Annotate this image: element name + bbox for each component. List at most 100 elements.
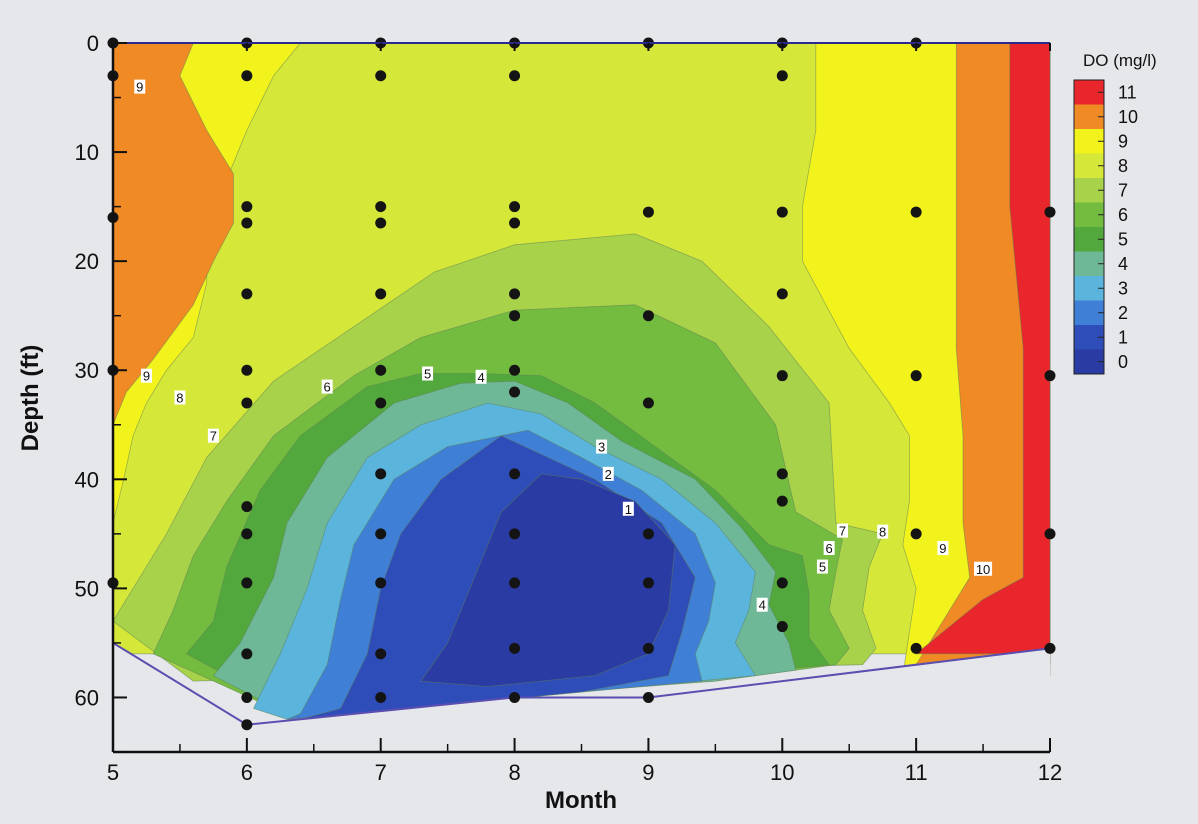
- contour-label: 5: [422, 366, 434, 382]
- contour-label: 4: [475, 369, 487, 385]
- sample-point: [642, 397, 654, 409]
- contour-label-bg: [823, 541, 835, 556]
- sample-point: [241, 217, 253, 229]
- sample-point: [642, 310, 654, 322]
- contour-label-text: 8: [176, 391, 183, 406]
- legend-label: 3: [1118, 278, 1128, 298]
- sample-point: [776, 206, 788, 218]
- contour-label: 10: [974, 561, 993, 577]
- sample-point: [642, 691, 654, 703]
- contour-label: 5: [816, 559, 828, 575]
- contour-label-bg: [134, 79, 146, 94]
- x-tick-label: 11: [905, 760, 928, 785]
- contour-label: 9: [140, 368, 152, 384]
- sample-point: [776, 621, 788, 633]
- contour-label-text: 4: [477, 370, 484, 385]
- sample-point: [509, 468, 521, 480]
- contour-label: 9: [134, 79, 146, 95]
- sample-point: [776, 468, 788, 480]
- sample-point: [241, 719, 253, 731]
- contour-label-bg: [596, 439, 608, 454]
- sample-point: [375, 468, 387, 480]
- legend-label: 7: [1118, 180, 1128, 200]
- contour-label-bg: [974, 561, 993, 576]
- contour-label-text: 7: [210, 429, 217, 444]
- legend-label: 0: [1118, 352, 1128, 372]
- contour-label-bg: [321, 379, 333, 394]
- sample-point: [375, 70, 387, 82]
- sample-point: [1044, 206, 1056, 218]
- sample-point: [509, 217, 521, 229]
- sample-point: [241, 201, 253, 213]
- legend-label: 1: [1118, 327, 1128, 347]
- sample-point: [642, 577, 654, 589]
- contour-label: 4: [756, 597, 768, 613]
- contour-label-bg: [475, 369, 487, 384]
- contour-label-text: 8: [879, 525, 886, 540]
- sample-point: [375, 201, 387, 213]
- x-tick-label: 8: [508, 760, 520, 785]
- x-tick-label: 5: [107, 760, 119, 785]
- contour-regions: [112, 42, 1051, 720]
- sample-point: [241, 70, 253, 82]
- y-tick-label: 30: [75, 358, 99, 383]
- y-tick-label: 40: [75, 467, 99, 492]
- contour-label-bg: [207, 428, 219, 443]
- contour-label: 6: [321, 379, 333, 395]
- contour-label-bg: [622, 501, 634, 516]
- sample-point: [509, 70, 521, 82]
- legend-label: 5: [1118, 229, 1128, 249]
- x-tick-label: 12: [1038, 760, 1062, 785]
- contour-label-text: 6: [826, 541, 833, 556]
- x-tick-label: 10: [770, 760, 794, 785]
- sample-point: [241, 528, 253, 540]
- contour-label-bg: [174, 390, 186, 405]
- contour-label-bg: [756, 597, 768, 612]
- legend-frame: [1073, 79, 1105, 375]
- contour-label-bg: [937, 541, 949, 556]
- sample-point: [375, 364, 387, 376]
- y-tick-label: 60: [75, 685, 99, 710]
- sample-point: [509, 386, 521, 398]
- sample-points: [107, 37, 1056, 731]
- legend-label: 4: [1118, 254, 1128, 274]
- sample-point: [241, 288, 253, 300]
- contour-label: 1: [622, 501, 634, 517]
- contour-label-text: 2: [605, 467, 612, 482]
- x-axis-label: Month: [545, 787, 617, 814]
- sample-point: [509, 288, 521, 300]
- contour-label-text: 5: [819, 560, 826, 575]
- contour-label: 8: [174, 390, 186, 406]
- sample-point: [241, 364, 253, 376]
- contour-label: 7: [207, 428, 219, 444]
- contour-region-11: [914, 42, 1051, 655]
- sample-point: [642, 206, 654, 218]
- contour-label-text: 9: [939, 541, 946, 556]
- contour-label: 2: [602, 466, 614, 482]
- legend-label: 2: [1118, 303, 1128, 323]
- contour-label-bg: [602, 466, 614, 481]
- sample-point: [776, 495, 788, 507]
- sample-point: [776, 288, 788, 300]
- sample-point: [375, 528, 387, 540]
- sample-point: [776, 577, 788, 589]
- contour-label-bg: [877, 524, 889, 539]
- legend-label: 6: [1118, 205, 1128, 225]
- sample-point: [642, 642, 654, 654]
- sample-point: [509, 201, 521, 213]
- legend-title: DO (mg/l): [1083, 51, 1157, 70]
- sample-point: [375, 217, 387, 229]
- contour-region-10: [112, 42, 234, 425]
- sample-point: [776, 370, 788, 382]
- y-tick-label: 10: [75, 140, 99, 165]
- legend-label: 9: [1118, 131, 1128, 151]
- sample-point: [375, 691, 387, 703]
- sample-point: [509, 310, 521, 322]
- sample-point: [375, 288, 387, 300]
- x-tick-label: 7: [375, 760, 387, 785]
- contour-label: 9: [937, 541, 949, 556]
- contour-label-text: 9: [143, 369, 150, 384]
- legend-label: 8: [1118, 156, 1128, 176]
